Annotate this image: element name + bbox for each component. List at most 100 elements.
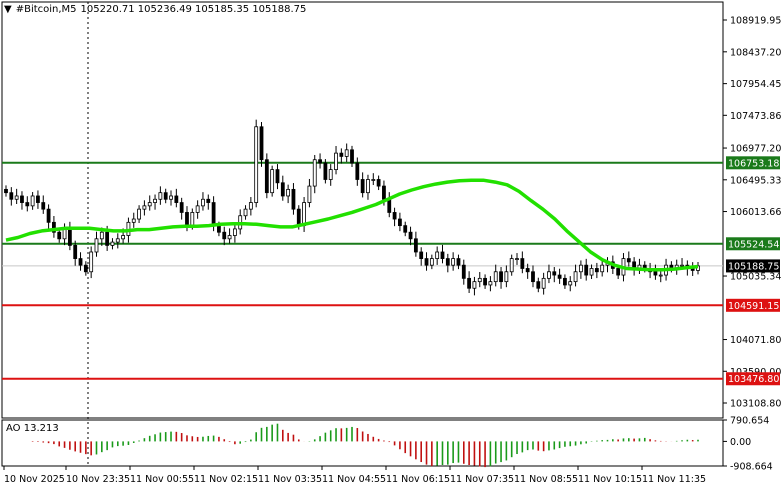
candle-body xyxy=(52,221,56,233)
candle-body xyxy=(14,195,19,200)
candle-body xyxy=(680,264,684,267)
candle-body xyxy=(477,277,482,283)
candle-body xyxy=(600,264,605,273)
candle-body xyxy=(398,218,402,227)
candle-body xyxy=(653,271,658,276)
price-tick-label: 103108.80 xyxy=(730,399,781,410)
candle-body xyxy=(568,281,573,286)
candle-body xyxy=(419,251,424,259)
price-level-label: 105524.54 xyxy=(728,239,779,250)
candle-body xyxy=(573,271,578,283)
candle-body xyxy=(195,205,200,213)
candle-body xyxy=(429,258,434,266)
candle-body xyxy=(174,195,179,203)
candle-body xyxy=(445,258,450,266)
candle-body xyxy=(270,169,275,194)
price-tick-label: 104071.80 xyxy=(730,335,781,346)
candle-body xyxy=(499,271,503,283)
candle-body xyxy=(334,152,338,171)
candle-body xyxy=(318,159,322,164)
candle-body xyxy=(259,126,264,161)
time-tick-label: 11 Nov 03:35 xyxy=(258,474,322,485)
time-tick-label: 11 Nov 02:15 xyxy=(194,474,258,485)
candle-body xyxy=(211,202,216,227)
price-tick-label: 106977.20 xyxy=(730,144,781,155)
candle-body xyxy=(264,159,269,194)
candle-body xyxy=(504,271,509,283)
candle-body xyxy=(531,271,535,283)
price-level-tag xyxy=(726,156,780,170)
candle-body xyxy=(525,268,530,273)
candle-body xyxy=(105,231,110,246)
candle-body xyxy=(408,231,413,240)
candle-body xyxy=(461,264,466,279)
candle-body xyxy=(355,162,360,180)
candle-body xyxy=(547,271,551,279)
candle-body xyxy=(99,231,104,240)
candle-body xyxy=(30,195,35,207)
candle-body xyxy=(254,126,259,203)
candle-body xyxy=(206,198,211,203)
candle-body xyxy=(403,225,408,233)
candle-body xyxy=(115,238,120,243)
candle-body xyxy=(563,277,567,286)
candle-body xyxy=(147,202,152,207)
candle-body xyxy=(36,195,40,203)
candle-body xyxy=(41,202,46,210)
time-tick-label: 11 Nov 07:35 xyxy=(450,474,514,485)
candle-body xyxy=(4,188,8,194)
ao-tick-label: 790.654 xyxy=(730,416,769,427)
candle-body xyxy=(392,212,397,220)
candle-body xyxy=(552,271,557,276)
candle-body xyxy=(594,268,599,273)
candle-body xyxy=(190,212,195,227)
candle-body xyxy=(382,185,386,200)
ao-panel-border xyxy=(1,419,724,467)
candle-body xyxy=(520,258,525,269)
price-tick-label: 107473.86 xyxy=(730,111,781,122)
price-tick-label: 105035.34 xyxy=(730,272,781,283)
candle-body xyxy=(467,277,472,289)
candle-body xyxy=(376,179,381,187)
candle-body xyxy=(25,202,30,207)
current-price-label: 105188.75 xyxy=(728,261,779,272)
candle-body xyxy=(424,258,429,266)
candle-body xyxy=(387,198,392,213)
candle-body xyxy=(493,271,498,283)
candle-body xyxy=(589,268,594,276)
candle-body xyxy=(94,238,99,253)
collapse-triangle-icon[interactable]: ▼ xyxy=(4,4,12,15)
candle-body xyxy=(46,208,51,223)
price-tick-label: 106495.33 xyxy=(730,175,781,186)
time-tick-label: 11 Nov 10:15 xyxy=(578,474,642,485)
price-level-label: 106753.18 xyxy=(728,158,779,169)
price-level-label: 103476.80 xyxy=(728,374,779,385)
candle-body xyxy=(67,228,72,246)
current-price-tag xyxy=(726,259,780,273)
candle-body xyxy=(83,264,88,273)
candle-body xyxy=(163,192,168,200)
candle-body xyxy=(153,198,157,203)
price-tick-label: 108919.95 xyxy=(730,16,781,27)
main-chart-border xyxy=(1,1,724,419)
candle-body xyxy=(286,188,291,197)
time-tick-label: 11 Nov 08:55 xyxy=(514,474,578,485)
time-tick-label: 10 Nov 23:35 xyxy=(66,474,130,485)
price-level-tag xyxy=(726,237,780,251)
candle-body xyxy=(541,277,546,289)
time-tick-label: 11 Nov 04:55 xyxy=(322,474,386,485)
candle-body xyxy=(78,258,83,266)
candle-body xyxy=(312,159,317,187)
candle-body xyxy=(291,188,296,210)
candle-body xyxy=(323,162,328,180)
candle-body xyxy=(339,152,344,157)
candle-body xyxy=(371,179,376,181)
candle-body xyxy=(578,264,583,273)
candle-body xyxy=(413,238,418,253)
candle-body xyxy=(307,185,312,203)
time-tick-label: 10 Nov 2025 xyxy=(4,474,65,485)
ao-indicator-label: AO 13.213 xyxy=(6,423,59,434)
candle-body xyxy=(584,264,589,276)
